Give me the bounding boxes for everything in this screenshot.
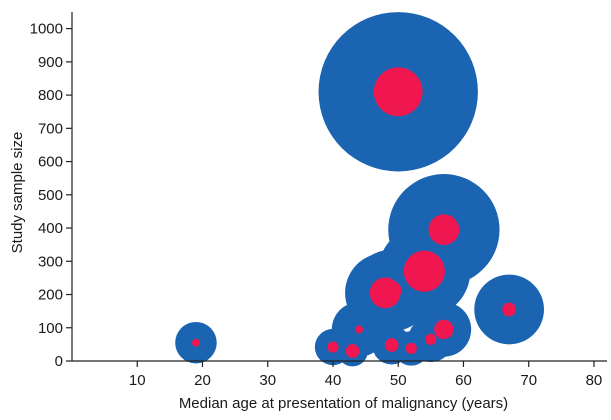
y-tick-label: 900: [38, 54, 63, 71]
bubble-inner: [403, 250, 445, 292]
y-tick-label: 0: [55, 353, 63, 370]
bubble-inner: [192, 338, 200, 347]
y-axis-title: Study sample size: [9, 132, 26, 254]
y-tick-label: 100: [38, 320, 63, 337]
y-tick-label: 700: [38, 120, 63, 137]
x-tick-label: 30: [259, 372, 276, 389]
y-tick-label: 400: [38, 220, 63, 237]
bubble-inner: [384, 338, 399, 352]
y-tick-label: 500: [38, 187, 63, 204]
x-tick-label: 40: [325, 372, 342, 389]
x-tick-label: 50: [390, 372, 407, 389]
bubble-inner: [428, 214, 460, 246]
x-axis-title: Median age at presentation of malignancy…: [179, 395, 508, 412]
y-tick-label: 1000: [30, 21, 63, 38]
x-tick-label: 80: [586, 372, 603, 389]
bubble-inner: [502, 302, 516, 317]
y-tick-label: 200: [38, 287, 63, 304]
y-tick-label: 600: [38, 154, 63, 171]
bubble-layer: [175, 12, 544, 367]
bubble-inner: [345, 344, 360, 358]
bubble-inner: [369, 277, 401, 309]
x-ticks: 10 20 30 40 50 60 70 80: [129, 361, 602, 389]
x-tick-label: 70: [520, 372, 537, 389]
bubble-inner: [405, 342, 417, 354]
bubble-inner: [373, 67, 423, 117]
bubble-inner: [355, 325, 364, 334]
axes-layer: [71, 12, 607, 362]
bubble-inner: [425, 333, 437, 345]
bubble-inner: [327, 341, 339, 353]
x-tick-label: 60: [455, 372, 472, 389]
bubble-inner: [434, 319, 454, 340]
x-tick-label: 20: [194, 372, 211, 389]
y-tick-label: 300: [38, 253, 63, 270]
y-tick-label: 800: [38, 87, 63, 104]
x-tick-label: 10: [129, 372, 146, 389]
y-ticks: 0 100 200 300 400 500 600 700 800 900 1000: [30, 21, 72, 370]
